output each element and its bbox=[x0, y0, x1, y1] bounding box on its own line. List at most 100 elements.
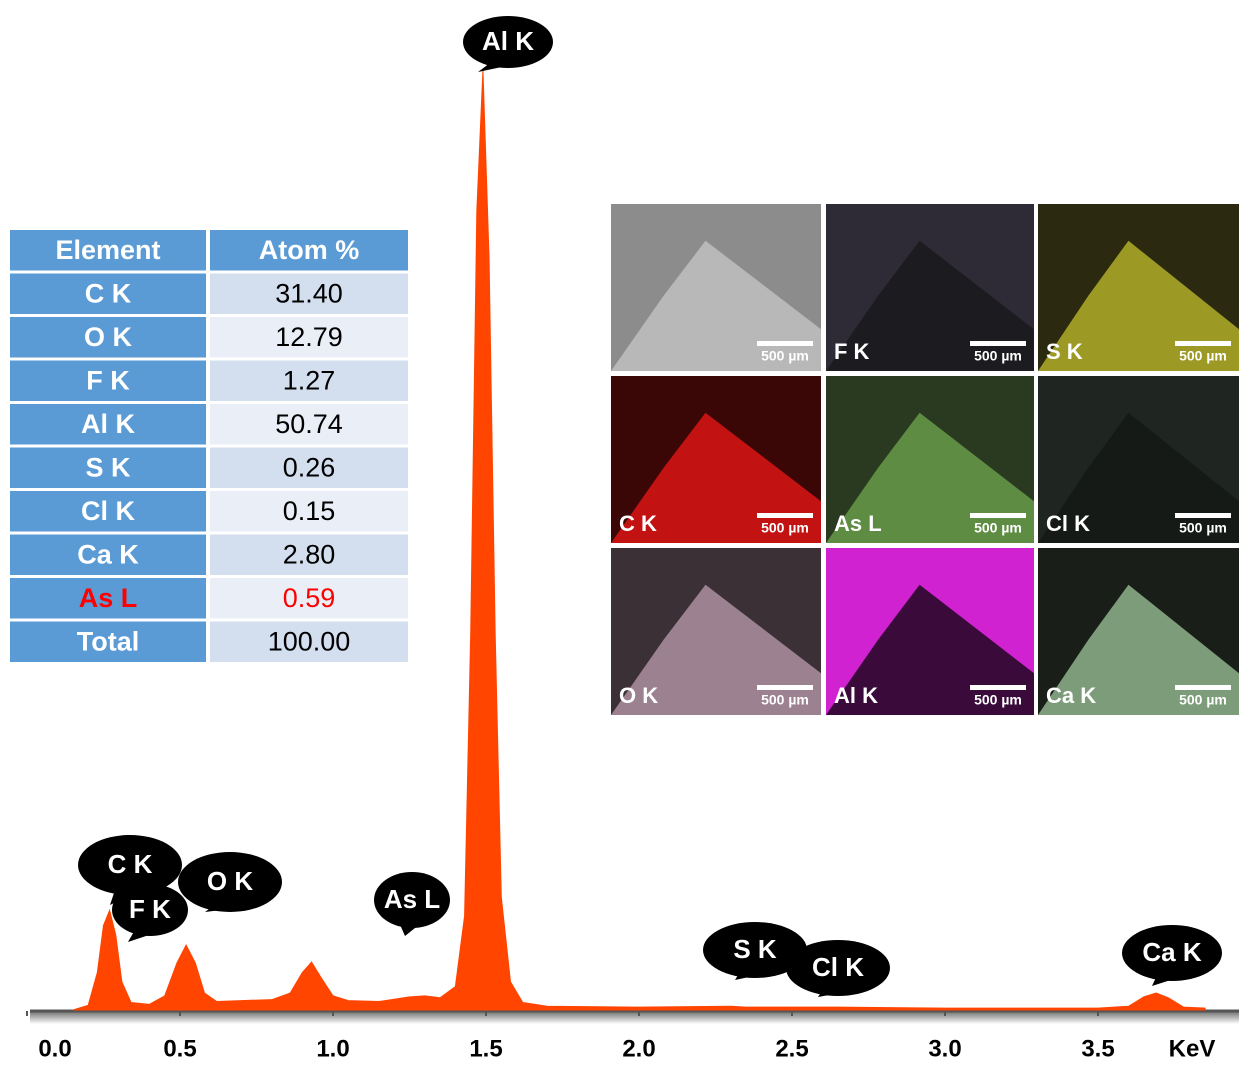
x-tick-label: 1.5 bbox=[469, 1035, 502, 1062]
table-element: F K bbox=[86, 365, 130, 395]
map-region bbox=[826, 240, 1034, 371]
scale-bar-label: 500 µm bbox=[974, 520, 1022, 536]
table-cell bbox=[210, 317, 408, 358]
scale-bar-label: 500 µm bbox=[761, 520, 809, 536]
scale-bar bbox=[970, 685, 1026, 690]
table-value: 0.59 bbox=[283, 583, 336, 613]
x-tick-label: 0.0 bbox=[38, 1035, 71, 1062]
table-header: Atom % bbox=[259, 235, 360, 265]
x-tick-label: 3.5 bbox=[1081, 1035, 1114, 1062]
table-cell bbox=[10, 621, 206, 662]
scale-bar bbox=[757, 341, 813, 346]
table-value: 1.27 bbox=[283, 365, 336, 395]
element-map: Al K 500 µm bbox=[826, 548, 1034, 715]
peak-label: F K bbox=[129, 894, 171, 924]
table-cell bbox=[210, 578, 408, 619]
peak-label: Al K bbox=[482, 26, 534, 56]
table-cell bbox=[210, 621, 408, 662]
table-value: 0.15 bbox=[283, 496, 336, 526]
table-header-cell bbox=[210, 230, 408, 271]
table-cell bbox=[210, 360, 408, 401]
spectrum bbox=[72, 69, 1206, 1011]
peak-label: O K bbox=[207, 866, 253, 896]
scale-bar-label: 500 µm bbox=[974, 692, 1022, 708]
table-value: 12.79 bbox=[275, 322, 343, 352]
table-element: Al K bbox=[81, 409, 136, 439]
table-element: Total bbox=[77, 626, 140, 656]
peak-label: Ca K bbox=[1142, 937, 1201, 967]
scale-bar-label: 500 µm bbox=[761, 348, 809, 364]
scale-bar-label: 500 µm bbox=[1179, 692, 1227, 708]
table-cell bbox=[10, 534, 206, 575]
map-region bbox=[611, 584, 821, 715]
table-element: Cl K bbox=[81, 496, 136, 526]
map-label: S K bbox=[1046, 339, 1083, 364]
element-map: S K 500 µm bbox=[1038, 204, 1239, 371]
map-label: O K bbox=[619, 683, 658, 708]
map-region bbox=[1038, 584, 1239, 715]
table-element: S K bbox=[85, 452, 131, 482]
scale-bar-label: 500 µm bbox=[974, 348, 1022, 364]
table-cell bbox=[210, 273, 408, 314]
scale-bar bbox=[757, 513, 813, 518]
table-element: Ca K bbox=[77, 539, 139, 569]
x-tick-label: 1.0 bbox=[316, 1035, 349, 1062]
table-cell bbox=[10, 578, 206, 619]
peak-label: As L bbox=[384, 884, 440, 914]
axis-shadow bbox=[30, 1012, 1239, 1024]
element-map: O K 500 µm bbox=[611, 548, 821, 715]
peak-label: Cl K bbox=[812, 952, 864, 982]
bubble bbox=[463, 16, 553, 68]
bubble bbox=[703, 922, 807, 978]
data-table: Element Atom % C K 31.40 O K 12.79 F K 1.27 Al K… bbox=[10, 230, 408, 662]
scale-bar-label: 500 µm bbox=[1179, 520, 1227, 536]
table-cell bbox=[10, 404, 206, 445]
scale-bar bbox=[1175, 685, 1231, 690]
scale-bar bbox=[1175, 513, 1231, 518]
table-value: 31.40 bbox=[275, 278, 343, 308]
scale-bar bbox=[1175, 341, 1231, 346]
map-label: Al K bbox=[834, 683, 878, 708]
table-value: 50.74 bbox=[275, 409, 343, 439]
scale-bar bbox=[970, 341, 1026, 346]
element-map: Cl K 500 µm bbox=[1038, 376, 1239, 543]
bubble bbox=[374, 872, 450, 928]
map-region bbox=[611, 412, 821, 543]
bubble bbox=[1122, 925, 1222, 981]
peak-label: S K bbox=[733, 934, 777, 964]
x-tick-label: 2.5 bbox=[775, 1035, 808, 1062]
table-element: As L bbox=[79, 583, 138, 613]
table-value: 0.26 bbox=[283, 452, 336, 482]
scale-bar bbox=[757, 685, 813, 690]
map-region bbox=[1038, 412, 1239, 543]
scale-bar bbox=[970, 513, 1026, 518]
table-cell bbox=[10, 447, 206, 488]
peak-label: C K bbox=[108, 849, 153, 879]
element-map: 500 µm bbox=[611, 204, 821, 371]
bubble bbox=[178, 852, 282, 912]
table-cell bbox=[210, 447, 408, 488]
map-region bbox=[826, 584, 1034, 715]
element-map: As L 500 µm bbox=[826, 376, 1034, 543]
map-label: As L bbox=[834, 511, 882, 536]
table-element: O K bbox=[84, 322, 133, 352]
table-cell bbox=[10, 317, 206, 358]
table-value: 2.80 bbox=[283, 539, 336, 569]
table-cell bbox=[10, 491, 206, 532]
map-region bbox=[826, 412, 1034, 543]
table-cell bbox=[210, 534, 408, 575]
map-region bbox=[611, 240, 821, 371]
map-region bbox=[1038, 240, 1239, 371]
element-map: C K 500 µm bbox=[611, 376, 821, 543]
table-header-cell bbox=[10, 230, 206, 271]
table-element: C K bbox=[85, 278, 132, 308]
x-tick-label: 2.0 bbox=[622, 1035, 655, 1062]
scale-bar-label: 500 µm bbox=[761, 692, 809, 708]
table-value: 100.00 bbox=[268, 626, 351, 656]
x-tick-label: 0.5 bbox=[163, 1035, 196, 1062]
element-map: F K 500 µm bbox=[826, 204, 1034, 371]
table-cell bbox=[10, 360, 206, 401]
map-label: F K bbox=[834, 339, 870, 364]
